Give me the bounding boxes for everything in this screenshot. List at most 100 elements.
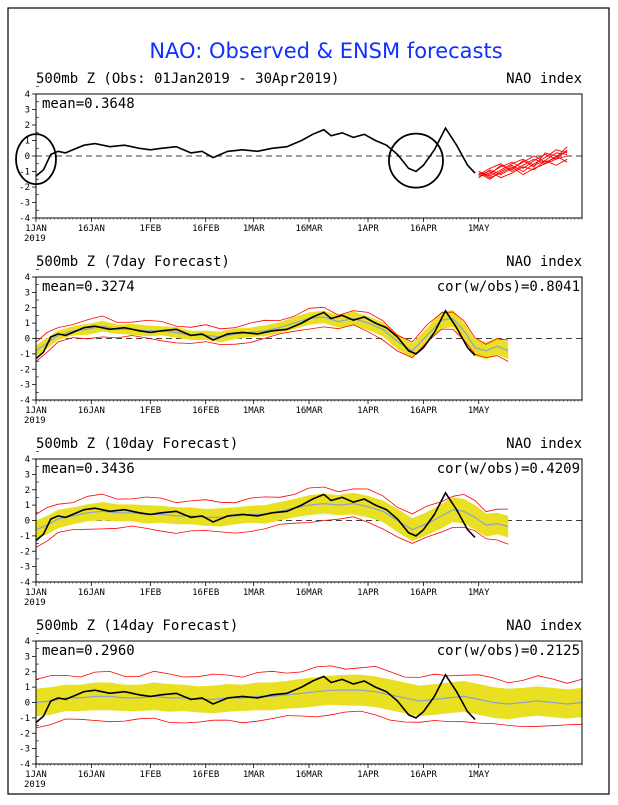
x-tick-label: 16JAN xyxy=(78,406,105,416)
x-tick-label: 1FEB xyxy=(140,588,162,598)
panel-heading: 500mb Z (7day Forecast) xyxy=(36,254,230,270)
panel-mean-label: mean=0.3436 xyxy=(42,461,135,477)
y-tick-label: -1 xyxy=(19,350,30,360)
x-tick-label: 16FEB xyxy=(192,770,219,780)
y-tick-label: 3 xyxy=(25,470,30,480)
x-tick-label: 1JAN xyxy=(25,588,47,598)
ensemble-mean-line xyxy=(35,689,583,705)
panel-heading: 500mb Z (10day Forecast) xyxy=(36,436,238,452)
envelope-lower xyxy=(35,516,509,548)
x-tick-label: 16MAR xyxy=(295,224,323,234)
y-tick-label: 0 xyxy=(25,699,30,709)
x-tick-label: 1FEB xyxy=(140,770,162,780)
x-tick-label: 16MAR xyxy=(295,406,323,416)
x-tick-label: 16JAN xyxy=(78,770,105,780)
annotation-circle xyxy=(388,132,444,189)
y-tick-label: 1 xyxy=(25,319,30,329)
y-tick-label: 2 xyxy=(25,121,30,131)
x-tick-label: 1FEB xyxy=(140,224,162,234)
panel-index-label: NAO index xyxy=(506,618,582,634)
panel-index-label: NAO index xyxy=(506,436,582,452)
y-tick-label: -4 xyxy=(19,760,30,770)
x-tick-label: 16MAR xyxy=(295,770,323,780)
y-tick-label: 0 xyxy=(25,152,30,162)
y-tick-label: -2 xyxy=(19,729,30,739)
y-tick-label: -2 xyxy=(19,183,30,193)
x-tick-label: 16FEB xyxy=(192,406,219,416)
x-tick-label: 1MAR xyxy=(243,770,265,780)
y-tick-label: 1 xyxy=(25,501,30,511)
panel-mean-label: mean=0.2960 xyxy=(42,643,135,659)
x-tick-label: 16FEB xyxy=(192,588,219,598)
y-tick-label: 3 xyxy=(25,288,30,298)
panel-heading: 500mb Z (Obs: 01Jan2019 - 30Apr2019) xyxy=(36,71,339,87)
y-tick-label: -4 xyxy=(19,578,30,588)
ensemble-member-line xyxy=(478,152,568,177)
y-tick-label: 2 xyxy=(25,486,30,496)
panel-mean-label: mean=0.3274 xyxy=(42,279,135,295)
y-tick-label: -3 xyxy=(19,745,30,755)
year-label: 2019 xyxy=(24,416,46,426)
panel-2: 500mb Z (10day Forecast) NAO index mean=0.… xyxy=(19,436,583,608)
y-tick-label: -1 xyxy=(19,532,30,542)
observed-line xyxy=(35,126,476,177)
observed-line xyxy=(35,309,476,360)
x-tick-label: 1JAN xyxy=(25,224,47,234)
panel-cor-label: cor(w/obs)=0.4209 xyxy=(437,461,580,477)
year-label: 2019 xyxy=(24,780,46,790)
y-tick-label: -1 xyxy=(19,714,30,724)
figure-border xyxy=(7,7,610,795)
y-tick-label: -1 xyxy=(19,168,30,178)
plot-frame xyxy=(35,458,583,583)
y-tick-label: 3 xyxy=(25,106,30,116)
panel-cor-label: cor(w/obs)=0.8041 xyxy=(437,279,580,295)
panel-mean-label: mean=0.3648 xyxy=(42,96,135,112)
panel-0: 500mb Z (Obs: 01Jan2019 - 30Apr2019) NAO … xyxy=(15,71,583,244)
x-tick-label: 1MAR xyxy=(243,406,265,416)
x-tick-label: 16FEB xyxy=(192,224,219,234)
x-tick-label: 16APR xyxy=(410,406,438,416)
ensemble-member-line xyxy=(478,155,568,179)
x-tick-label: 1MAY xyxy=(468,588,490,598)
y-tick-label: 3 xyxy=(25,652,30,662)
y-tick-label: 2 xyxy=(25,668,30,678)
y-tick-label: -2 xyxy=(19,365,30,375)
plot-frame xyxy=(35,276,583,401)
observed-line xyxy=(35,673,476,724)
y-tick-label: 4 xyxy=(25,273,30,283)
y-tick-label: -4 xyxy=(19,396,30,406)
y-tick-label: -2 xyxy=(19,547,30,557)
x-tick-label: 16MAR xyxy=(295,588,323,598)
envelope-lower xyxy=(35,710,583,729)
ensemble-member-line xyxy=(478,150,568,175)
ensemble-member-line xyxy=(478,149,568,180)
x-tick-label: 1JAN xyxy=(25,406,47,416)
spread-band xyxy=(36,674,582,720)
x-tick-label: 1MAR xyxy=(243,224,265,234)
panel-1: 500mb Z (7day Forecast) NAO index mean=0.3… xyxy=(19,254,583,426)
panel-heading: 500mb Z (14day Forecast) xyxy=(36,618,238,634)
year-label: 2019 xyxy=(24,598,46,608)
panels-group: 500mb Z (Obs: 01Jan2019 - 30Apr2019) NAO … xyxy=(15,71,583,790)
panel-cor-label: cor(w/obs)=0.2125 xyxy=(437,643,580,659)
y-tick-label: 1 xyxy=(25,683,30,693)
y-tick-label: 4 xyxy=(25,637,30,647)
x-tick-label: 1APR xyxy=(357,224,379,234)
figure-title: NAO: Observed & ENSM forecasts xyxy=(149,39,502,63)
panel-index-label: NAO index xyxy=(506,71,582,87)
observed-line xyxy=(35,491,476,542)
y-tick-label: -3 xyxy=(19,563,30,573)
y-tick-label: 0 xyxy=(25,517,30,527)
x-tick-label: 1MAY xyxy=(468,770,490,780)
panel-index-label: NAO index xyxy=(506,254,582,270)
y-tick-label: 4 xyxy=(25,90,30,100)
plot-frame xyxy=(35,640,583,765)
ensemble-member-line xyxy=(478,149,568,177)
x-tick-label: 16JAN xyxy=(78,588,105,598)
x-tick-label: 1MAY xyxy=(468,224,490,234)
x-tick-label: 1FEB xyxy=(140,406,162,416)
envelope-lower xyxy=(35,324,509,362)
plot-frame xyxy=(35,93,583,219)
